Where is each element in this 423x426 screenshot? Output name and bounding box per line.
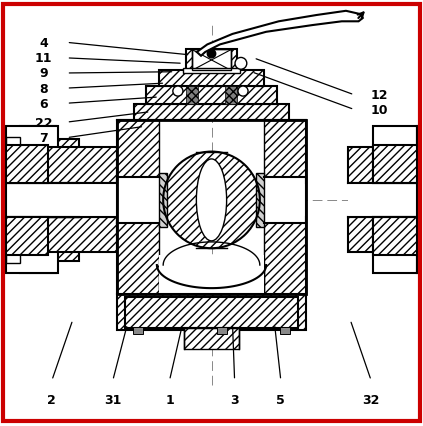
Bar xyxy=(5,146,48,184)
Bar xyxy=(373,184,418,217)
Bar xyxy=(146,87,277,105)
Bar xyxy=(5,217,79,261)
Text: 1: 1 xyxy=(165,393,174,406)
Text: 10: 10 xyxy=(371,104,388,117)
Bar xyxy=(5,184,117,217)
Text: 31: 31 xyxy=(104,393,121,406)
Circle shape xyxy=(238,87,248,97)
Bar xyxy=(5,217,117,253)
Bar xyxy=(264,177,306,224)
Bar xyxy=(373,217,418,255)
Bar xyxy=(373,146,418,184)
Bar xyxy=(134,105,289,121)
Bar xyxy=(125,297,298,328)
Ellipse shape xyxy=(196,160,227,241)
Bar xyxy=(5,138,20,263)
Bar xyxy=(184,328,239,349)
Wedge shape xyxy=(163,152,224,249)
Bar xyxy=(159,265,264,295)
Bar xyxy=(225,87,237,105)
Bar xyxy=(217,327,227,334)
Polygon shape xyxy=(255,173,264,227)
Text: 3: 3 xyxy=(230,393,239,406)
Bar xyxy=(192,50,231,71)
Bar xyxy=(5,140,79,184)
Bar xyxy=(186,87,198,105)
Wedge shape xyxy=(199,152,260,249)
Bar xyxy=(192,50,231,71)
Text: 4: 4 xyxy=(39,37,48,50)
Bar xyxy=(117,121,159,295)
Text: 7: 7 xyxy=(39,132,48,145)
Bar xyxy=(117,177,159,224)
Bar xyxy=(5,184,79,217)
Text: 32: 32 xyxy=(363,393,380,406)
Bar xyxy=(117,121,306,295)
Circle shape xyxy=(207,50,216,59)
Text: 22: 22 xyxy=(35,116,52,130)
Circle shape xyxy=(235,58,247,70)
Text: 2: 2 xyxy=(47,393,56,406)
Bar xyxy=(280,327,290,334)
Bar xyxy=(159,71,264,87)
Circle shape xyxy=(173,87,183,97)
Bar xyxy=(264,121,306,295)
Text: 6: 6 xyxy=(39,98,48,110)
Bar xyxy=(373,127,418,274)
Bar xyxy=(348,217,422,253)
Bar xyxy=(117,121,306,295)
Bar xyxy=(5,127,58,274)
Bar xyxy=(159,177,168,224)
Bar xyxy=(159,255,264,295)
Polygon shape xyxy=(159,173,168,227)
Text: 5: 5 xyxy=(277,393,285,406)
Bar xyxy=(186,50,237,71)
Text: 9: 9 xyxy=(39,67,48,80)
Text: 12: 12 xyxy=(371,89,388,102)
Bar xyxy=(133,327,143,334)
Bar xyxy=(183,69,240,74)
Text: 11: 11 xyxy=(35,52,52,65)
Bar xyxy=(5,217,48,255)
Bar xyxy=(348,184,422,217)
Bar xyxy=(20,127,56,274)
Polygon shape xyxy=(197,12,363,57)
Bar xyxy=(348,148,422,184)
Bar xyxy=(5,148,117,184)
Bar xyxy=(117,295,306,331)
Text: 8: 8 xyxy=(39,82,48,95)
Bar xyxy=(255,177,264,224)
